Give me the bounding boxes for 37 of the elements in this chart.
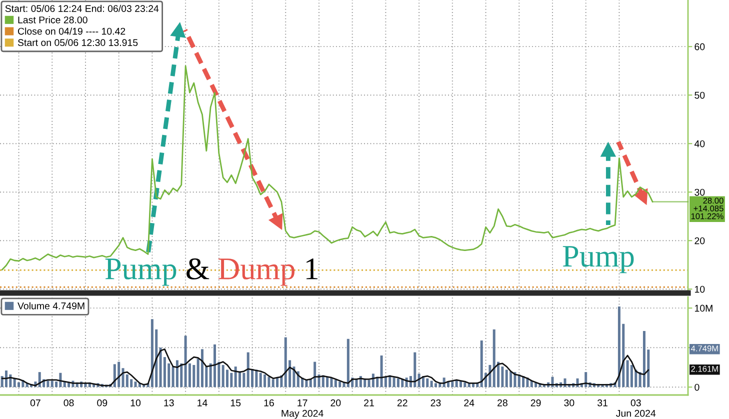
legend-label: Last Price 28.00 [18,16,88,24]
y-tick-label: 60 [694,43,705,50]
data-label: 28.00 +14.085 101.22% [691,198,724,220]
x-tick-label: 17 May 2024 [282,400,324,419]
x-tick-label: 21 [364,399,374,406]
y-tick-label: 10M [694,304,712,312]
x-tick-label: 30 [564,399,574,406]
x-tick-label: 23 [430,399,441,406]
x-tick-label: 14 [198,400,208,406]
x-tick-label: 13 [164,399,174,406]
x-tick-label: 08 [64,399,74,406]
y-tick-label: 40 [694,140,705,148]
annotation: Pump & Dump 1 [105,258,318,286]
legend-label: Volume 4.749M [18,302,84,310]
y-tick-label: 50 [694,92,705,99]
x-tick-label: 20 [330,399,341,406]
x-tick-label: 10 [130,399,141,406]
x-tick-label: 15 [230,400,241,406]
text: 2.161M [691,366,718,372]
x-tick-label: 09 [97,399,108,406]
x-tick-label: 29 [530,399,541,406]
legend-label: Start on 05/06 12:30 13.915 [18,38,138,46]
x-tick-label: 03 Jun 2024 [616,399,656,417]
y-tick-label: 20 [694,237,705,244]
x-tick-label: 07 [30,399,40,406]
y-tick-label: 0 [694,384,700,391]
annotation: Pump [562,246,634,274]
legend-label: Close on 04/19 ---- 10.42 [18,28,126,35]
legend-title: Start: 05/06 12:24 End: 06/03 23:24 [5,4,159,12]
text: 4.749M [690,345,718,352]
x-tick-label: 16 [264,399,274,406]
x-tick-label: 31 [597,399,608,406]
y-tick-label: 10 [694,286,705,293]
x-tick-label: 22 [397,399,408,406]
x-tick-label: 28 [498,399,508,406]
y-tick-label: 30 [694,188,705,196]
x-tick-label: 24 [464,399,474,406]
